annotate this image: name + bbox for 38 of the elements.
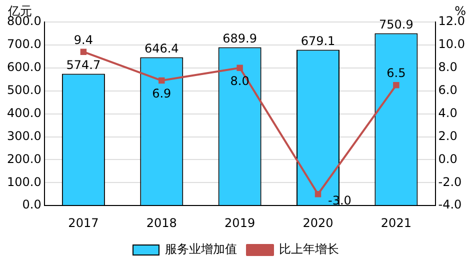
y-tick-label: 700.0 — [6, 37, 42, 52]
data-label: 8.0 — [230, 74, 250, 88]
y2-tick-label: -4.0 — [438, 198, 462, 212]
y2-tick-label: 12.0 — [438, 14, 465, 28]
y2-tick-label: 4.0 — [438, 106, 458, 120]
point — [80, 48, 87, 55]
data-label: 574.7 — [66, 58, 101, 72]
y-tick-label: 600.0 — [6, 60, 42, 74]
x-tick-label: 2021 — [380, 216, 412, 230]
x-tick-label: 2020 — [302, 216, 334, 230]
point — [393, 82, 400, 88]
y2-tick-label: 6.0 — [438, 82, 458, 97]
data-label: 750.9 — [379, 17, 414, 32]
y-tick-label: 0.0 — [22, 198, 42, 212]
point — [314, 191, 322, 198]
y2-tick-label: 2.0 — [438, 128, 458, 143]
y-tick-label: 100.0 — [6, 174, 42, 189]
y-tick-label: 500.0 — [6, 82, 42, 97]
data-label: 679.1 — [300, 34, 336, 48]
y2-tick-label: 8.0 — [438, 60, 458, 74]
x-tick-label: 2018 — [146, 216, 177, 230]
data-label: 6.9 — [152, 86, 172, 101]
y-tick-label: 400.0 — [6, 106, 42, 120]
data-label: 689.9 — [222, 31, 257, 46]
y2-tick-label: -2.0 — [438, 174, 462, 189]
data-label: 9.4 — [74, 32, 93, 47]
x-tick-label: 2017 — [68, 216, 99, 230]
data-label: 646.4 — [144, 41, 179, 56]
point — [158, 77, 165, 84]
legend-label: 服务业增加值 — [165, 242, 237, 256]
y2-tick-label: 0.0 — [438, 152, 458, 166]
y2-tick-label: 10.0 — [438, 37, 465, 52]
point — [236, 64, 243, 72]
x-tick-label: 2019 — [224, 216, 256, 230]
legend-label: 比上年增长 — [279, 242, 339, 256]
y-tick-label: 300.0 — [6, 128, 42, 143]
data-label: 6.5 — [386, 66, 406, 80]
y-tick-label: 200.0 — [6, 152, 42, 166]
